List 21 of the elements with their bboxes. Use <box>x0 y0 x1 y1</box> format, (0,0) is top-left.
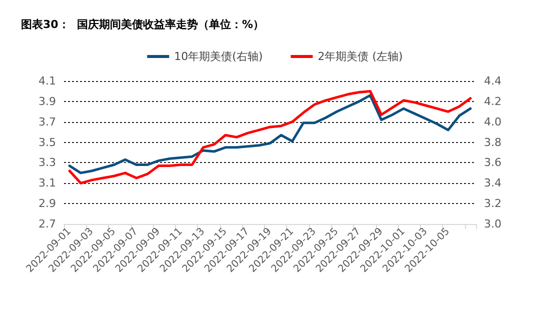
y-tick-label: 2.7 <box>38 218 56 230</box>
y2-tick-label: 4.4 <box>484 74 502 88</box>
y-tick-label: 3.1 <box>38 176 56 190</box>
y-tick-label: 3.7 <box>38 115 56 128</box>
y2-tick-label: 4.0 <box>484 115 502 128</box>
y-tick-label: 3.5 <box>38 136 56 149</box>
y2-tick-label: 3.2 <box>484 197 502 210</box>
chart-title: 图表30： 国庆期间美债收益率走势（单位：%） <box>21 18 264 31</box>
y2-tick-label: 3.8 <box>484 136 502 149</box>
line-series <box>68 94 472 174</box>
y2-tick-label: 3.4 <box>484 176 502 190</box>
y2-tick-label: 3.6 <box>484 156 502 170</box>
y-tick-label: 3.9 <box>38 94 56 108</box>
y2-tick-label: 4.2 <box>484 94 502 108</box>
line-series <box>68 90 472 184</box>
legend-label: 2年期美债 (左轴) <box>318 50 403 63</box>
y2-tick-label: 3.0 <box>484 218 502 230</box>
y-tick-label: 2.9 <box>38 197 56 210</box>
legend-label: 10年期美债(右轴) <box>174 50 263 63</box>
y-tick-label: 4.1 <box>38 74 56 88</box>
y-tick-label: 3.3 <box>38 156 56 170</box>
